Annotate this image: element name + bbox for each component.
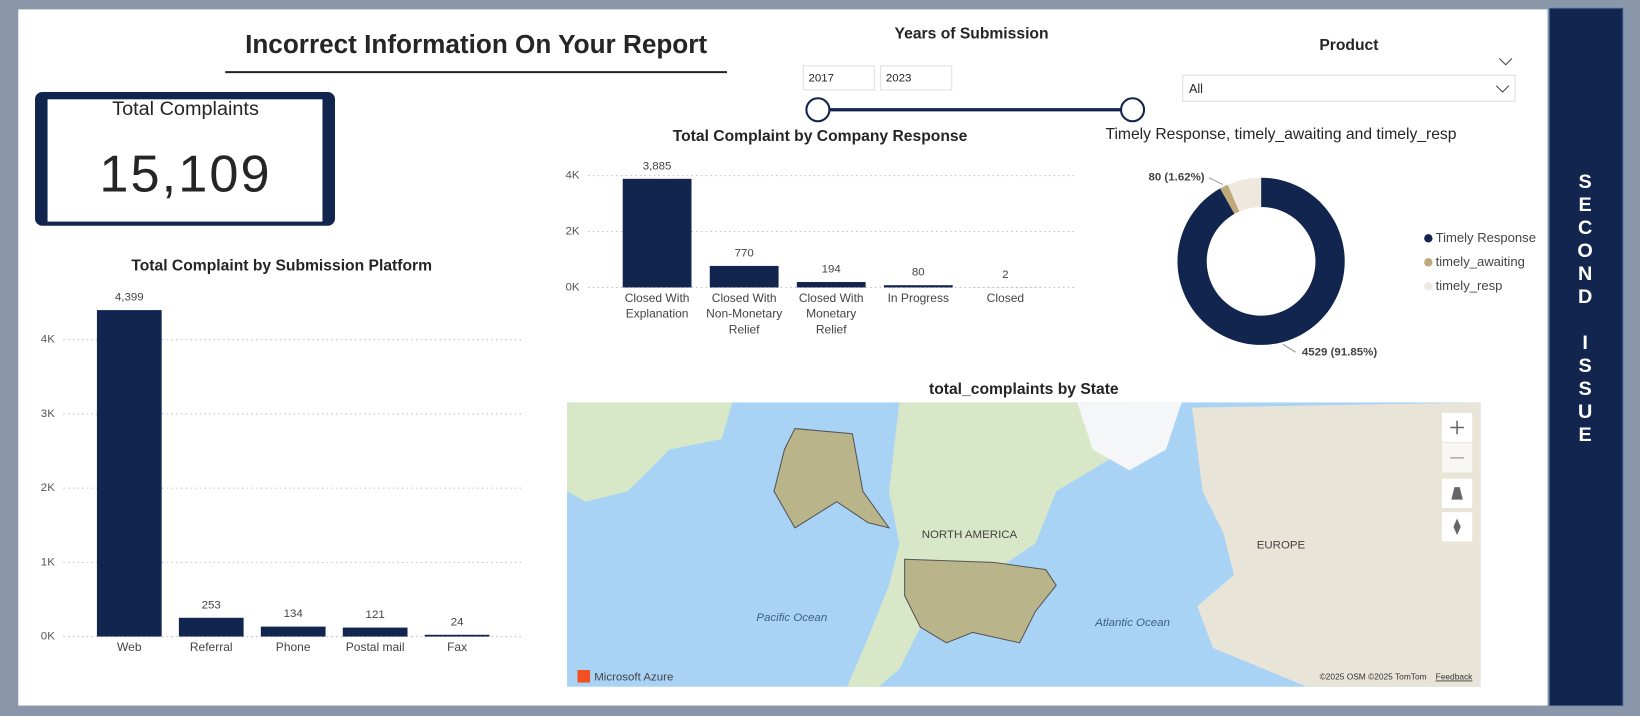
data-label: 80 [912,267,925,279]
data-label: 4,399 [115,292,144,304]
year-end: 2023 [886,72,912,84]
slider-handle[interactable] [1119,97,1146,123]
x-tick-label: Closed With Explanation [625,291,690,321]
x-tick-label: Fax [447,640,467,654]
chart-title: Timely Response, timely_awaiting and tim… [1105,126,1456,143]
x-tick-label: Phone [276,640,311,654]
pie-slice [1220,184,1240,214]
year-start-box[interactable] [802,65,875,91]
data-label: 121 [366,609,385,621]
data-label: 770 [735,247,754,259]
slicer-title: Years of Submission [895,26,1049,43]
chart-title: Total Complaint by Submission Platform [131,258,432,275]
data-label: 194 [822,264,842,276]
pie-slice [1177,177,1345,345]
leader-line [1208,177,1224,186]
data-label: 134 [284,608,304,620]
bar [260,626,326,637]
map-label: EUROPE [1257,540,1306,552]
zoom-in-icon [1450,420,1464,435]
logo [577,670,591,683]
kpi-value: 15,109 [99,146,271,204]
x-tick-label: Web [117,640,142,654]
product-value: All [1189,82,1203,96]
data-label: 80 (1.62%) [1148,172,1204,184]
chart-title: Total Complaint by Company Response [673,128,968,145]
legend-label: Timely Response [1436,230,1536,245]
x-tick-label: Closed With Monetary Relief [799,291,864,336]
alaska [773,428,891,529]
data-label: 4529 (91.85%) [1302,346,1378,358]
y-tick-label: 1K [41,556,55,568]
map-label: NORTH AMERICA [922,529,1018,541]
bar [796,282,866,288]
bar [96,310,162,637]
legend-swatch [1424,282,1433,291]
map-attribution: Microsoft Azure [594,671,673,683]
slider-handle[interactable] [805,97,831,123]
bar [883,285,953,288]
map-title: total_complaints by State [929,381,1119,398]
product-dropdown[interactable] [1182,74,1516,102]
x-tick-label: Postal mail [346,640,405,654]
bar [178,617,244,637]
greenland [1077,402,1182,471]
kpi-label: Total Complaints [112,98,259,120]
x-tick-label: Closed With Non-Monetary Relief [706,291,782,336]
x-tick-label: Referral [190,640,233,654]
rotate-icon [1453,518,1461,536]
chevron[interactable] [1499,58,1513,66]
pie-slice [1227,177,1262,212]
chevron [1495,85,1510,93]
y-tick-label: 2K [41,482,55,494]
us-states [904,558,1057,644]
data-label: 253 [202,599,221,611]
slicer-title: Product [1319,37,1379,54]
data-label: 2 [1002,269,1008,281]
y-tick-label: 0K [41,631,55,643]
page-title: Incorrect Information On Your Report [245,29,707,59]
x-tick-label: Closed [987,291,1024,305]
y-tick-label: 0K [566,281,580,293]
x-tick-label: In Progress [888,291,949,305]
land [567,402,733,502]
legend-label: timely_resp [1436,278,1503,293]
map-label: Pacific Ocean [756,612,827,624]
kpi-inner [47,99,323,222]
bar [424,634,490,637]
side-banner [1549,7,1624,707]
map-copyright: ©2025 OSM ©2025 TomTom [1320,672,1427,682]
y-tick-label: 4K [566,170,580,182]
bar [622,178,692,288]
leader-line [1282,343,1296,353]
tilt-icon [1451,487,1463,500]
data-label: 3,885 [643,160,672,172]
legend-swatch [1424,234,1433,243]
year-start: 2017 [809,72,835,84]
map-feedback[interactable]: Feedback [1436,672,1474,682]
map[interactable]: NORTH AMERICA EUROPE Pacific Ocean Atlan… [567,402,1481,687]
land [1192,402,1481,687]
y-tick-label: 4K [41,334,55,346]
bar [709,265,779,288]
legend-label: timely_awaiting [1436,254,1525,269]
year-end-box[interactable] [880,65,953,91]
legend-swatch [1424,258,1433,267]
y-tick-label: 3K [41,408,55,420]
bar [342,627,408,637]
map-label: Atlantic Ocean [1094,617,1170,629]
y-tick-label: 2K [566,226,580,238]
data-label: 24 [451,616,464,628]
